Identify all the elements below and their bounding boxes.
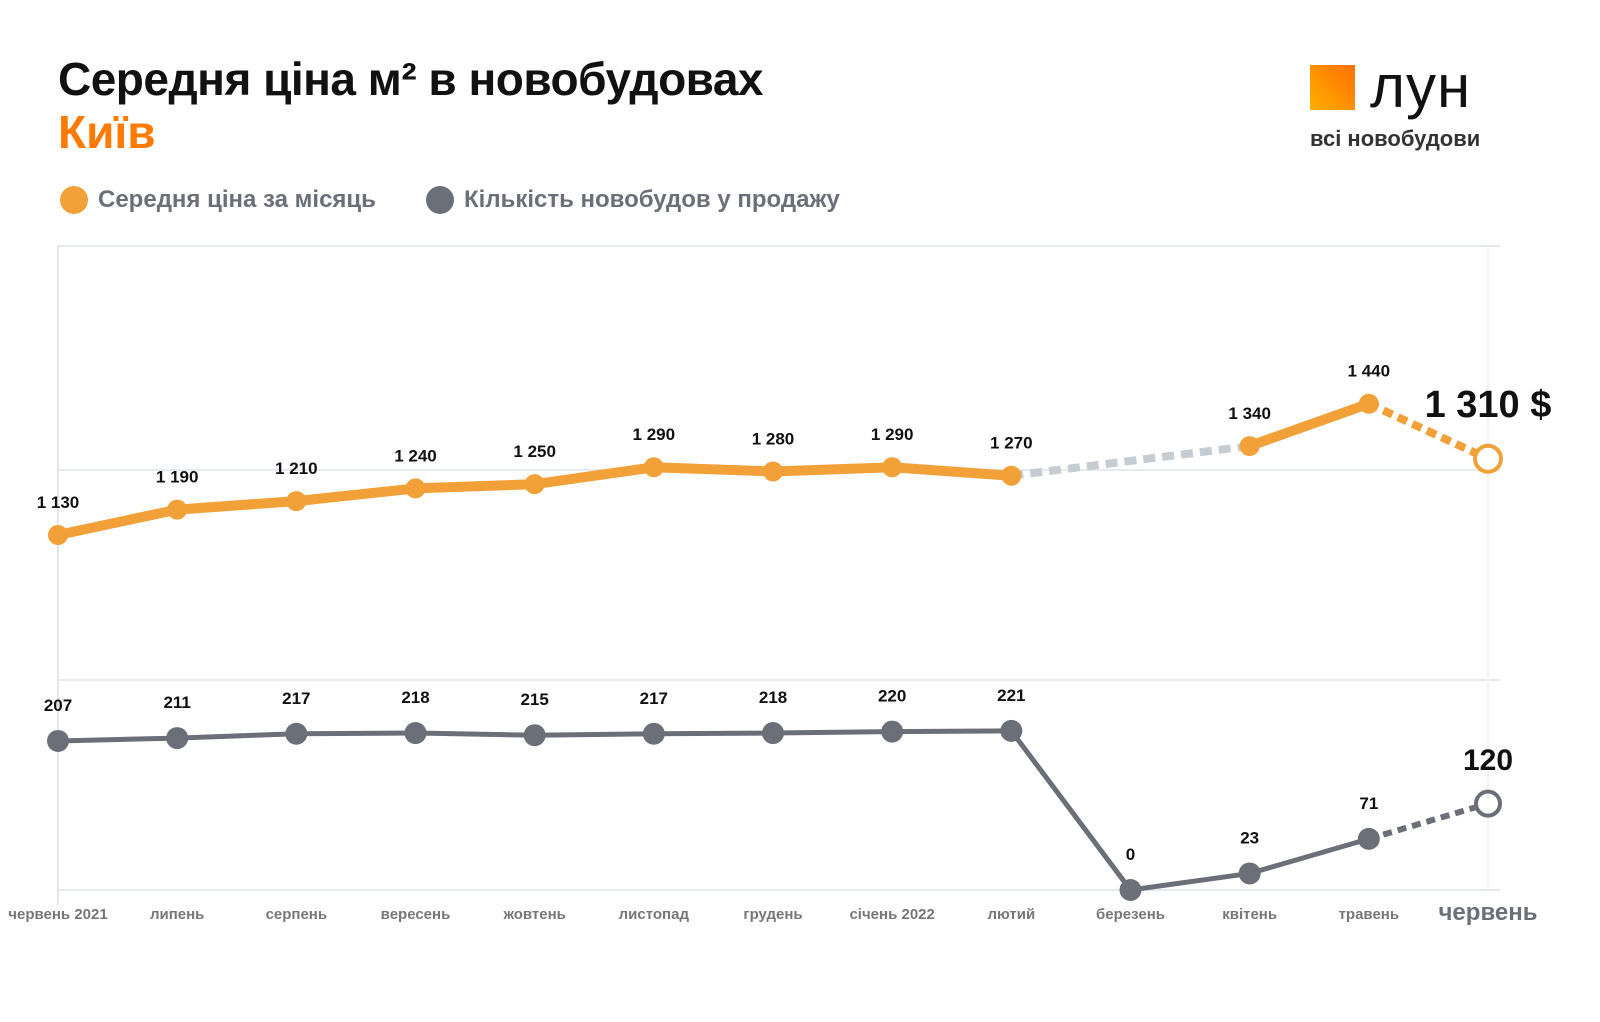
count-point: [523, 724, 546, 747]
count-data-label: 207: [44, 696, 72, 715]
price-line-segment: [533, 462, 655, 490]
chart-subtitle: Київ: [58, 106, 156, 158]
count-line-segment: [57, 735, 178, 744]
x-tick-label: вересень: [381, 906, 451, 923]
price-point: [763, 461, 783, 482]
count-data-label: 71: [1359, 794, 1378, 813]
count-data-label: 218: [401, 688, 429, 707]
price-gap-dashed: [1010, 442, 1251, 480]
x-tick-label: грудень: [743, 906, 802, 923]
x-tick-label: червень 2021: [8, 906, 107, 923]
x-tick-label: липень: [150, 906, 204, 923]
count-data-label: 218: [759, 688, 787, 707]
x-tick-label: листопад: [619, 906, 690, 923]
x-tick-label: червень: [1439, 899, 1538, 926]
price-line-segment: [176, 496, 297, 515]
price-data-label: 1 290: [871, 425, 914, 444]
count-line-segment: [653, 730, 774, 737]
x-tick-label: жовтень: [502, 906, 565, 923]
price-point: [1001, 465, 1022, 486]
legend-item-price: Середня ціна за місяць: [60, 186, 376, 214]
count-point: [762, 722, 784, 745]
count-line-segment: [772, 729, 893, 736]
count-point: [166, 727, 189, 750]
count-data-label: 211: [163, 693, 190, 712]
legend-label-count: Кількість новобудов у продажу: [464, 186, 840, 213]
price-point: [524, 474, 545, 495]
chart-title: Середня ціна м² в новобудовах: [58, 53, 764, 105]
x-tick-label: квітень: [1222, 906, 1277, 923]
count-data-label: 120: [1463, 744, 1513, 777]
logo-mark: [1310, 65, 1355, 110]
price-data-label: 1 340: [1228, 404, 1271, 423]
price-point: [48, 525, 68, 545]
count-point: [1238, 862, 1261, 885]
count-data-label: 217: [640, 689, 668, 708]
count-point: [47, 729, 69, 752]
price-line-segment: [295, 483, 417, 507]
count-point: [1474, 789, 1502, 818]
count-line-segment: [177, 731, 297, 741]
price-data-label: 1 130: [37, 493, 80, 512]
x-tick-label: лютий: [987, 906, 1035, 923]
x-tick-label: березень: [1096, 906, 1165, 923]
price-data-label: 1 210: [275, 459, 318, 478]
count-line-segment: [534, 731, 654, 738]
legend-dot-price: [60, 186, 88, 214]
count-point: [285, 722, 308, 745]
price-point: [1239, 436, 1260, 457]
count-data-label: 215: [520, 690, 548, 709]
legend-dot-count: [426, 186, 454, 214]
x-tick-label: травень: [1339, 906, 1400, 923]
count-point: [642, 722, 665, 745]
count-point: [1357, 827, 1380, 850]
price-line-segment: [772, 462, 893, 477]
price-point: [286, 491, 307, 512]
count-data-label: 217: [282, 689, 310, 708]
logo-name: лун: [1370, 53, 1472, 120]
count-forecast-dashed: [1367, 800, 1489, 842]
price-forecast-dashed: [1367, 400, 1490, 463]
price-line-segment: [1247, 399, 1371, 451]
price-data-label: 1 440: [1348, 362, 1391, 381]
price-data-label: 1 280: [752, 429, 795, 448]
price-line-segment: [56, 504, 179, 540]
count-point: [404, 722, 427, 745]
count-data-label: 23: [1240, 828, 1259, 847]
price-data-label: 1 190: [156, 468, 199, 487]
legend-label-price: Середня ціна за місяць: [98, 186, 376, 213]
x-tick-label: січень 2022: [849, 906, 934, 923]
count-line-segment: [1130, 870, 1251, 893]
price-data-label: 1 290: [633, 425, 676, 444]
price-line-segment: [653, 462, 774, 477]
price-point: [167, 499, 188, 520]
price-point: [882, 457, 903, 478]
count-data-label: 220: [878, 687, 906, 706]
count-line-segment: [1009, 729, 1133, 892]
count-line-segment: [1248, 836, 1370, 876]
price-data-label: 1 310 $: [1425, 384, 1552, 426]
count-data-label: 0: [1126, 845, 1135, 864]
count-line-segment: [892, 728, 1012, 735]
price-data-label: 1 270: [990, 434, 1033, 453]
x-tick-label: серпень: [266, 906, 328, 923]
count-point: [881, 720, 904, 743]
price-data-label: 1 250: [513, 442, 556, 461]
price-point: [1358, 393, 1379, 414]
count-point: [1000, 719, 1023, 742]
logo-tagline: всі новобудови: [1310, 126, 1481, 151]
price-point: [643, 457, 664, 478]
price-line-segment: [891, 462, 1012, 481]
count-data-label: 221: [997, 686, 1025, 705]
price-data-label: 1 240: [394, 446, 437, 465]
count-line-segment: [415, 730, 535, 738]
price-point: [1473, 443, 1503, 474]
legend-item-count: Кількість новобудов у продажу: [426, 186, 840, 214]
price-point: [405, 478, 426, 499]
price-line-segment: [415, 479, 535, 494]
count-line-segment: [296, 730, 416, 737]
count-point: [1119, 879, 1142, 901]
